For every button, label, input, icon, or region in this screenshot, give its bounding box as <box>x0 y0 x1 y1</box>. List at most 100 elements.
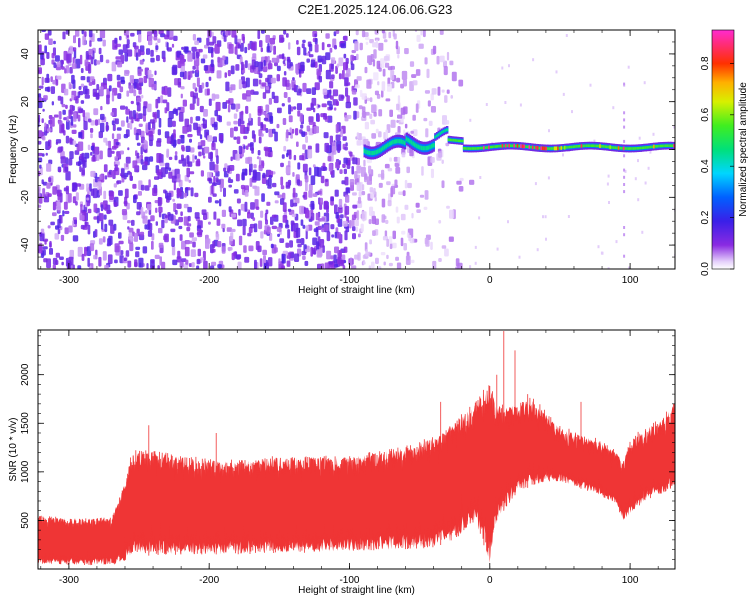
heat-cell <box>354 171 358 179</box>
heat-cell <box>181 46 184 50</box>
colorbar-tick-label: 0.4 <box>700 159 711 173</box>
heat-cell <box>478 216 481 220</box>
heat-cell <box>186 167 190 178</box>
heat-cell <box>126 116 129 123</box>
heat-cell <box>443 66 448 76</box>
heat-cell <box>120 76 125 83</box>
carrier-cell <box>377 149 380 154</box>
heat-cell <box>181 258 187 262</box>
heat-cell <box>208 178 213 184</box>
heat-cell <box>79 166 82 173</box>
heat-cell <box>283 71 287 76</box>
carrier-peak-cell <box>516 144 520 148</box>
heat-cell <box>105 125 110 131</box>
heat-cell <box>345 101 351 109</box>
heat-cell <box>87 257 90 267</box>
heat-cell <box>196 232 203 236</box>
heat-cell <box>271 214 277 218</box>
heat-cell <box>125 106 128 110</box>
carrier-cell <box>570 145 573 149</box>
heat-cell <box>353 97 358 106</box>
heat-cell <box>196 97 200 107</box>
heat-cell <box>52 79 57 85</box>
heat-cell <box>125 163 129 168</box>
heat-cell <box>86 183 89 192</box>
heat-cell <box>290 62 293 67</box>
heat-cell <box>238 118 241 127</box>
carrier-cell <box>658 144 661 148</box>
heat-cell <box>358 191 362 197</box>
heat-cell <box>38 114 41 123</box>
heat-cell <box>57 229 61 235</box>
heat-cell <box>262 111 267 115</box>
heat-cell <box>298 88 302 93</box>
heat-cell <box>38 245 43 254</box>
heat-cell <box>268 98 272 105</box>
heat-cell <box>148 77 154 88</box>
heat-cell <box>340 43 346 47</box>
y-tick-label: 1000 <box>20 460 31 483</box>
heat-cell <box>292 202 298 207</box>
heat-cell <box>370 119 375 125</box>
heat-cell <box>132 183 137 189</box>
heat-cell <box>360 223 364 232</box>
heat-cell <box>142 215 148 224</box>
heat-cell <box>158 211 162 218</box>
heat-cell <box>338 160 341 165</box>
heat-cell <box>276 65 281 72</box>
heat-cell <box>43 95 48 101</box>
heat-cell <box>386 238 389 247</box>
heat-cell <box>274 62 278 67</box>
heat-cell <box>397 54 400 59</box>
heat-cell <box>73 112 77 122</box>
heat-cell <box>215 233 220 241</box>
heat-cell <box>195 116 201 121</box>
carrier-cell <box>584 144 587 148</box>
heat-cell <box>430 106 436 113</box>
heat-cell <box>70 116 74 126</box>
heat-cell <box>396 119 399 123</box>
heat-cell <box>142 164 148 171</box>
heat-cell <box>289 252 295 259</box>
heat-cell <box>358 196 362 204</box>
heat-cell <box>53 202 57 210</box>
heat-cell <box>424 90 430 94</box>
heat-cell <box>265 34 270 43</box>
colorbar-label: Normalized spectral amplitude <box>738 82 749 217</box>
heat-cell <box>374 196 377 202</box>
heat-cell <box>259 40 263 48</box>
heat-cell <box>211 184 214 195</box>
carrier-cell <box>597 144 600 148</box>
heat-cell <box>330 170 334 175</box>
heat-cell <box>157 129 161 136</box>
heat-cell <box>38 130 43 139</box>
heat-cell <box>310 200 315 210</box>
heat-cell <box>423 117 428 122</box>
heat-cell <box>394 179 398 188</box>
heat-cell <box>123 257 127 262</box>
heat-cell <box>571 110 573 114</box>
heat-cell <box>273 45 276 55</box>
heat-cell <box>125 108 130 115</box>
heat-cell <box>249 223 256 229</box>
heat-cell <box>282 77 287 87</box>
heat-cell <box>136 152 140 159</box>
heat-cell <box>272 182 277 188</box>
heat-cell <box>215 177 219 183</box>
heat-cell <box>301 250 307 256</box>
heat-cell <box>386 181 391 186</box>
heat-cell <box>64 166 69 172</box>
heat-cell <box>63 201 68 210</box>
heat-cell <box>228 165 235 171</box>
heat-cell <box>288 42 291 50</box>
carrier-cell <box>410 140 414 145</box>
heat-cell <box>186 226 191 232</box>
heat-cell <box>127 122 130 129</box>
heat-cell <box>65 104 68 109</box>
heat-cell <box>107 73 113 82</box>
heat-cell <box>68 158 73 166</box>
heat-cell <box>134 45 139 50</box>
heat-cell <box>351 89 357 95</box>
x-tick-label: -200 <box>199 575 219 586</box>
heat-cell <box>397 114 403 119</box>
